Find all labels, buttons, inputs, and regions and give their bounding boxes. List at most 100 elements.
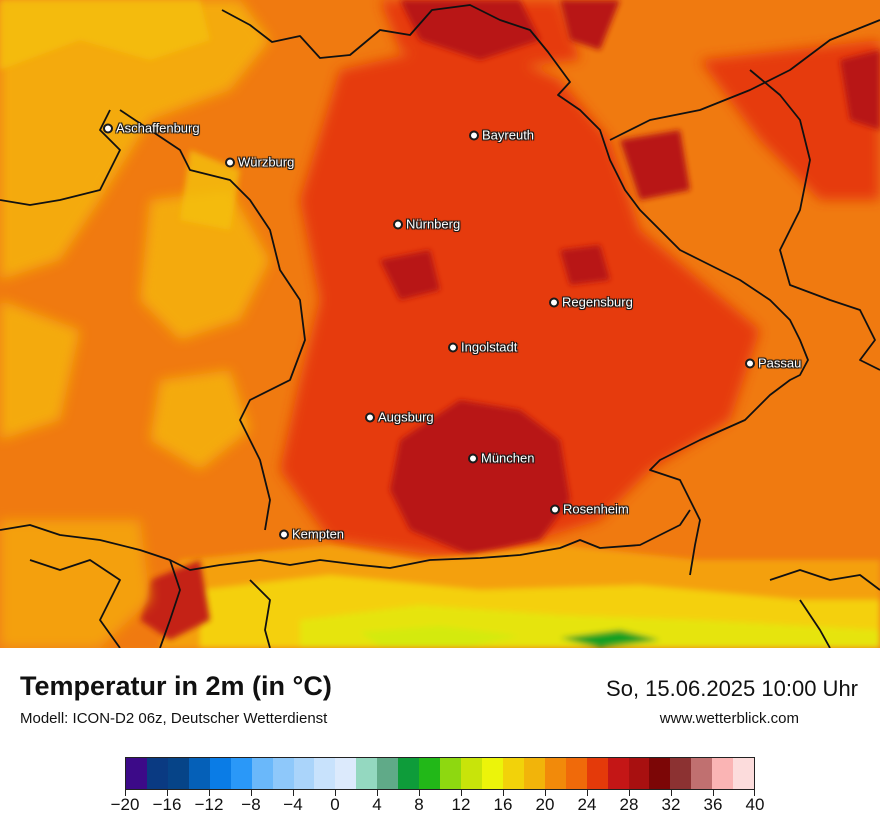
colorbar-swatch [649, 758, 671, 789]
city-marker-nuernberg[interactable]: Nürnberg [393, 217, 460, 232]
colorbar-tick-label: 16 [493, 795, 513, 814]
city-marker-bayreuth[interactable]: Bayreuth [469, 128, 534, 143]
country-border [749, 69, 880, 371]
city-label: Ingolstadt [461, 339, 518, 355]
colorbar-tick-label: −16 [152, 795, 182, 814]
colorbar-tick-label: −20 [110, 795, 140, 814]
colorbar-tick-label: 32 [661, 795, 681, 814]
city-dot [448, 342, 458, 352]
colorbar-swatch [146, 758, 168, 789]
border-lines [0, 4, 880, 648]
city-label: Kempten [292, 526, 345, 542]
colorbar-swatch [461, 758, 482, 789]
city-label: Würzburg [238, 154, 295, 170]
colorbar-swatch [544, 758, 566, 789]
map-title: Temperatur in 2m (in °C) [20, 671, 332, 701]
city-marker-kempten[interactable]: Kempten [279, 527, 344, 542]
colorbar-swatch [628, 758, 650, 789]
state-border [119, 109, 306, 531]
city-label: Regensburg [562, 294, 633, 310]
country-border [769, 569, 880, 591]
city-dot [225, 157, 235, 167]
colorbar-tick [209, 790, 210, 796]
temperature-map[interactable] [0, 0, 880, 648]
colorbar-ticks: −20 −16 −12 −8 −4 0 4 8 12 16 20 24 28 32 36 40 [111, 790, 764, 830]
city-dot [279, 529, 289, 539]
city-marker-ingolstadt[interactable]: Ingolstadt [448, 340, 517, 355]
colorbar-swatch [586, 758, 608, 789]
country-border [609, 19, 880, 141]
colorbar-tick-label: 4 [372, 795, 382, 814]
colorbar-swatch [251, 758, 273, 789]
colorbar-tick-label: 28 [619, 795, 639, 814]
colorbar-tick-label: 24 [577, 795, 597, 814]
country-border [29, 559, 121, 648]
colorbar-swatch [293, 758, 315, 789]
colorbar-tick-label: 36 [703, 795, 723, 814]
colorbar-tick-label: 12 [451, 795, 471, 814]
colorbar-tick-label: −8 [241, 795, 261, 814]
colorbar-swatch [230, 758, 252, 789]
colorbar-tick [754, 790, 755, 796]
southwest-zone [140, 560, 210, 640]
colorbar-tick [125, 790, 126, 796]
temperature-colorbar [125, 757, 755, 790]
colorbar-swatch [209, 758, 231, 789]
city-label: Bayreuth [482, 127, 535, 143]
country-border [159, 559, 181, 648]
colorbar-tick [293, 790, 294, 796]
colorbar-swatch [314, 758, 336, 789]
colorbar-tick-label: 8 [414, 795, 424, 814]
colorbar-tick [671, 790, 672, 796]
country-border [799, 599, 831, 648]
forecast-datetime: So, 15.06.2025 10:00 Uhr [606, 676, 858, 701]
colorbar-swatch [691, 758, 713, 789]
colorbar-tick [167, 790, 168, 796]
colorbar-swatch [272, 758, 294, 789]
city-label: Passau [758, 355, 802, 371]
colorbar-swatch [440, 758, 461, 789]
colorbar-tick-label: 20 [535, 795, 555, 814]
city-marker-muenchen[interactable]: München [468, 451, 534, 466]
southwest-low-zone [0, 520, 150, 648]
colorbar-tick [503, 790, 504, 796]
city-dot [469, 130, 479, 140]
city-marker-regensburg[interactable]: Regensburg [549, 295, 633, 310]
colorbar-swatch [523, 758, 545, 789]
colorbar-swatch [356, 758, 378, 789]
city-marker-passau[interactable]: Passau [745, 356, 801, 371]
colorbar-swatch [481, 758, 503, 789]
website-link[interactable]: www.wetterblick.com [659, 710, 799, 727]
colorbar-swatch [670, 758, 692, 789]
colorbar-tick [419, 790, 420, 796]
colorbar-tick [377, 790, 378, 796]
country-border [0, 509, 691, 571]
city-dot [393, 219, 403, 229]
city-marker-augsburg[interactable]: Augsburg [365, 410, 434, 425]
model-source: Modell: ICON-D2 06z, Deutscher Wetterdie… [20, 710, 328, 727]
alpine-zone [160, 545, 880, 648]
colorbar-swatch [733, 758, 755, 789]
colorbar-swatch [167, 758, 189, 789]
city-label: Nürnberg [406, 216, 461, 232]
colorbar-tick [251, 790, 252, 796]
city-dot [103, 123, 113, 133]
city-label: Augsburg [378, 409, 434, 425]
colorbar-swatch [502, 758, 524, 789]
mild-west-zone [0, 0, 240, 230]
colorbar-tick [713, 790, 714, 796]
colorbar-tick-label: −12 [194, 795, 224, 814]
city-marker-wuerzburg[interactable]: Würzburg [225, 155, 294, 170]
colorbar-swatch [419, 758, 441, 789]
city-marker-aschaffenburg[interactable]: Aschaffenburg [103, 121, 200, 136]
colorbar-swatch [607, 758, 629, 789]
colorbar-swatch [126, 758, 147, 789]
city-dot [365, 412, 375, 422]
colorbar-tick [587, 790, 588, 796]
country-border [249, 579, 271, 648]
city-marker-rosenheim[interactable]: Rosenheim [550, 502, 629, 517]
colorbar-swatch [335, 758, 357, 789]
state-border [0, 109, 121, 206]
colorbar-swatch [712, 758, 734, 789]
colorbar-swatch [398, 758, 420, 789]
